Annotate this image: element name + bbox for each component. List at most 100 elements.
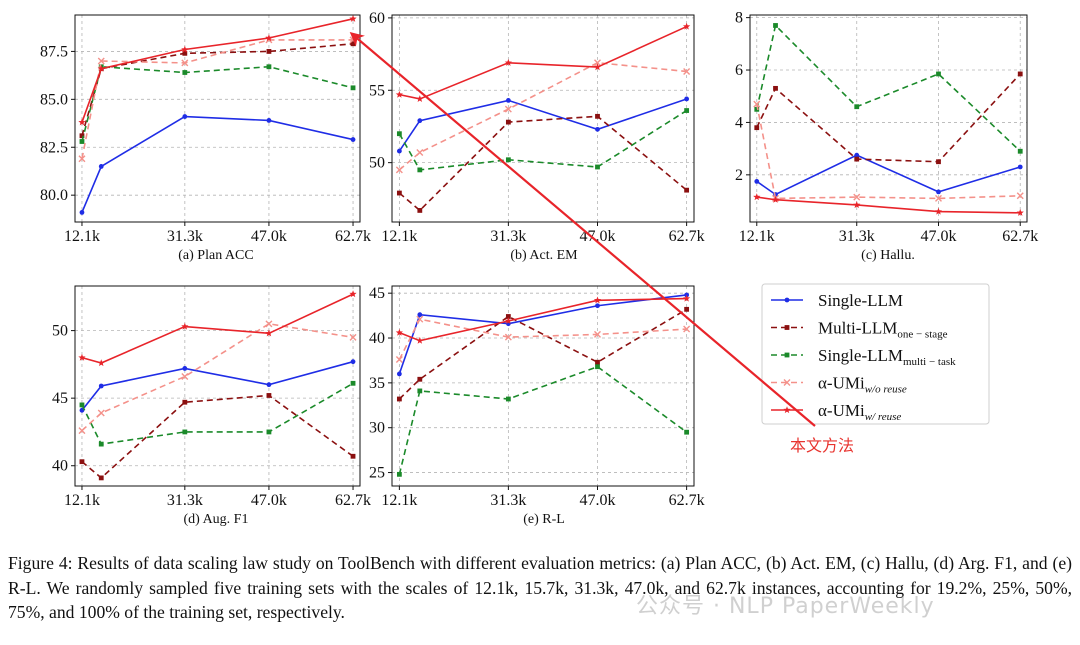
point-umi_w bbox=[265, 329, 273, 337]
point-single bbox=[595, 126, 600, 132]
point-multitask bbox=[754, 106, 760, 112]
y-tick-label: 2 bbox=[735, 167, 743, 184]
series-line-umi_w bbox=[756, 196, 1021, 214]
y-tick-label: 8 bbox=[735, 10, 743, 27]
point-umi_wo bbox=[594, 59, 601, 67]
point-umi_wo bbox=[416, 315, 424, 323]
point-single bbox=[350, 359, 356, 365]
panel-title: (e) R-L bbox=[523, 512, 565, 527]
y-tick-label: 45 bbox=[369, 285, 385, 302]
point-single bbox=[417, 118, 423, 124]
point-umi_wo bbox=[97, 409, 105, 417]
x-tick-label: 47.0k bbox=[251, 228, 287, 245]
figure-caption: Figure 4: Results of data scaling law st… bbox=[8, 553, 1072, 622]
point-multi bbox=[266, 49, 272, 54]
y-tick-label: 6 bbox=[735, 62, 743, 79]
x-tick-label: 12.1k bbox=[64, 492, 100, 509]
point-umi_wo bbox=[265, 320, 273, 328]
point-multi bbox=[417, 208, 423, 213]
axes-frame bbox=[749, 14, 1028, 223]
annotation-arrow-line bbox=[349, 32, 816, 427]
axes-frame bbox=[74, 14, 361, 223]
point-umi_w bbox=[683, 22, 691, 30]
x-tick-label: 47.0k bbox=[579, 228, 615, 245]
point-umi_wo bbox=[853, 193, 861, 201]
x-tick-label: 47.0k bbox=[579, 492, 615, 509]
series-line-single bbox=[398, 98, 687, 152]
point-umi_w bbox=[265, 34, 273, 42]
panel-title: (b) Act. EM bbox=[510, 248, 578, 263]
y-tick-label: 50 bbox=[52, 323, 68, 340]
point-umi_w bbox=[181, 45, 189, 53]
panel-b: 12.1k 31.3k 47.0k 62.7k 50 55 60 (b) Act. EM bbox=[369, 10, 705, 263]
series-line-umi_w bbox=[399, 25, 687, 100]
x-tick-label: 12.1k bbox=[739, 228, 775, 245]
point-umi_w bbox=[416, 336, 424, 344]
point-umi_wo bbox=[1016, 192, 1024, 200]
legend-marker-multi bbox=[784, 325, 790, 330]
legend-label-multitask: Single-LLMmulti − task bbox=[818, 346, 956, 368]
point-multitask bbox=[266, 64, 272, 70]
point-single bbox=[266, 382, 272, 388]
point-single bbox=[98, 164, 104, 169]
point-umi_w bbox=[181, 322, 189, 330]
series-line-multi bbox=[81, 42, 354, 136]
point-multitask bbox=[684, 108, 690, 113]
point-umi_wo bbox=[594, 330, 601, 338]
x-tick-label: 47.0k bbox=[920, 228, 956, 245]
y-tick-label: 45 bbox=[52, 390, 68, 407]
point-multi bbox=[396, 190, 402, 196]
point-umi_wo bbox=[181, 373, 189, 381]
point-multitask bbox=[182, 70, 188, 75]
point-multi bbox=[773, 85, 778, 91]
point-single bbox=[266, 118, 272, 123]
point-multi bbox=[350, 453, 356, 459]
legend-label-umi_w: α-UMiw/ reuse bbox=[818, 401, 901, 423]
panel-title: (c) Hallu. bbox=[861, 248, 915, 263]
x-tick-label: 31.3k bbox=[490, 228, 526, 245]
point-umi_w bbox=[349, 290, 357, 298]
point-umi_wo bbox=[504, 333, 512, 341]
series-line-single bbox=[81, 360, 354, 411]
point-multitask bbox=[684, 429, 690, 435]
point-multi bbox=[936, 159, 941, 165]
point-single bbox=[396, 371, 402, 377]
y-tick-label: 40 bbox=[52, 458, 68, 475]
legend-box bbox=[761, 283, 990, 425]
x-tick-label: 12.1k bbox=[381, 228, 417, 245]
point-single bbox=[505, 98, 511, 103]
legend-marker-umi_w bbox=[783, 406, 791, 414]
panel-c: 12.1k 31.3k 47.0k 62.7k 2 4 6 8 (c) Hallu. bbox=[735, 10, 1038, 263]
point-multitask bbox=[595, 364, 600, 370]
point-multitask bbox=[505, 157, 511, 163]
point-multi bbox=[182, 50, 188, 56]
point-umi_wo bbox=[97, 57, 105, 65]
point-multitask bbox=[350, 85, 356, 91]
point-umi_w bbox=[504, 317, 512, 325]
point-umi_wo bbox=[78, 155, 86, 163]
x-tick-label: 31.3k bbox=[490, 492, 526, 509]
point-umi_wo bbox=[753, 100, 761, 108]
point-umi_w bbox=[395, 90, 403, 98]
point-multi bbox=[98, 475, 104, 481]
annotation-label: 本文方法 bbox=[790, 436, 854, 455]
series-line-multi bbox=[398, 308, 688, 400]
point-multi bbox=[266, 393, 272, 398]
point-umi_wo bbox=[78, 427, 86, 435]
point-umi_w bbox=[683, 294, 691, 302]
point-multitask bbox=[854, 104, 860, 110]
point-single bbox=[182, 366, 188, 371]
legend-label-umi_wo: α-UMiw/o reuse bbox=[818, 374, 907, 396]
point-umi_wo bbox=[683, 325, 691, 333]
point-umi_w bbox=[753, 193, 761, 201]
y-tick-label: 82.5 bbox=[40, 139, 68, 156]
x-tick-label: 31.3k bbox=[167, 228, 203, 245]
point-single bbox=[854, 152, 860, 158]
point-multitask bbox=[936, 71, 941, 77]
point-multi bbox=[595, 113, 600, 119]
series-line-umi_wo bbox=[81, 39, 354, 159]
point-umi_w bbox=[97, 64, 105, 72]
point-umi_w bbox=[1016, 209, 1024, 216]
point-umi_w bbox=[504, 58, 512, 66]
point-single bbox=[350, 137, 356, 142]
